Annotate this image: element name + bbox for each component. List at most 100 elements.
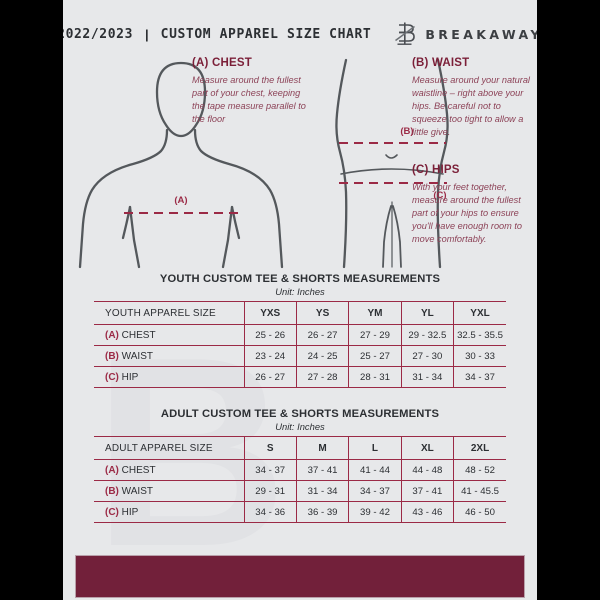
youth-hip-ys: 27 - 28 [295, 366, 349, 388]
row-name: HIP [121, 371, 139, 383]
row-letter: (C) [105, 506, 119, 518]
youth-size-yxs: YXS [243, 301, 297, 325]
youth-row-label-hip: (C) HIP [94, 366, 244, 388]
youth-size-yl: YL [400, 301, 454, 325]
adult-chest-m: 37 - 41 [295, 459, 349, 481]
adult-waist-m: 31 - 34 [295, 480, 349, 502]
adult-table-unit: Unit: Inches [275, 421, 325, 432]
adult-chest-xl: 44 - 48 [400, 459, 454, 481]
callout-chest-heading: (A) CHEST [192, 57, 252, 69]
youth-waist-yxl: 30 - 33 [453, 345, 506, 367]
adult-chest-l: 41 - 44 [348, 459, 402, 481]
table-row: (B) WAIST 29 - 31 31 - 34 34 - 37 37 - 4… [94, 480, 506, 502]
measurement-illustrations: (A) (B) (C [63, 52, 537, 270]
hip-measure-label: (C) [433, 190, 446, 201]
adult-waist-s: 29 - 31 [243, 480, 297, 502]
callout-hips: (C) HIPS With your feet together, measur… [412, 164, 534, 246]
row-letter: (C) [105, 371, 119, 383]
row-name: CHEST [121, 329, 156, 341]
youth-size-yxl: YXL [453, 301, 506, 325]
youth-table-title: YOUTH CUSTOM TEE & SHORTS MEASUREMENTS [159, 273, 441, 285]
adult-size-l: L [348, 436, 402, 460]
breakaway-b-logo-icon [395, 22, 416, 45]
table-header-row: YOUTH APPAREL SIZE YXS YS YM YL YXL [94, 301, 506, 325]
chest-measure-label: (A) [174, 195, 187, 206]
youth-row-header-label: YOUTH APPAREL SIZE [94, 301, 244, 325]
row-name: CHEST [121, 464, 156, 476]
callout-waist-body: Measure around your natural waistline – … [412, 75, 530, 138]
row-letter: (A) [105, 329, 119, 341]
youth-waist-ym: 25 - 27 [348, 345, 402, 367]
youth-hip-ym: 28 - 31 [348, 366, 402, 388]
page-title: CUSTOM APPAREL SIZE CHART [160, 26, 372, 42]
youth-waist-yxs: 23 - 24 [243, 345, 297, 367]
callout-chest-body: Measure around the fullest part of your … [192, 75, 306, 125]
row-name: HIP [121, 506, 139, 518]
youth-waist-ys: 24 - 25 [295, 345, 349, 367]
youth-table-block: YOUTH CUSTOM TEE & SHORTS MEASUREMENTS U… [94, 273, 506, 388]
callout-waist-heading: (B) WAIST [412, 57, 470, 69]
adult-hip-xl: 43 - 46 [400, 501, 454, 523]
adult-table-title: ADULT CUSTOM TEE & SHORTS MEASUREMENTS [160, 408, 440, 420]
footer-bar [75, 555, 525, 598]
row-letter: (B) [105, 350, 119, 362]
youth-table-unit: Unit: Inches [275, 286, 325, 297]
row-letter: (A) [105, 464, 119, 476]
adult-waist-l: 34 - 37 [348, 480, 402, 502]
table-row: (C) HIP 26 - 27 27 - 28 28 - 31 31 - 34 … [94, 366, 506, 388]
adult-size-xl: XL [400, 436, 454, 460]
body-diagram-svg: (A) (B) (C [78, 58, 449, 269]
adult-waist-2xl: 41 - 45.5 [453, 480, 506, 502]
table-row: (C) HIP 34 - 36 36 - 39 39 - 42 43 - 46 … [94, 501, 506, 523]
adult-hip-l: 39 - 42 [348, 501, 402, 523]
adult-row-label-chest: (A) CHEST [94, 459, 244, 481]
season-label: 2022/2023 [63, 26, 133, 42]
adult-row-label-waist: (B) WAIST [94, 480, 244, 502]
youth-chest-yxs: 25 - 26 [243, 324, 297, 346]
youth-hip-yl: 31 - 34 [400, 366, 454, 388]
document-header: 2022/2023 | CUSTOM APPAREL SIZE CHART BR… [63, 14, 537, 54]
adult-size-table: ADULT APPAREL SIZE S M L XL 2XL (A) CHES… [94, 436, 506, 523]
callout-waist: (B) WAIST Measure around your natural wa… [412, 57, 532, 139]
brand-name: BREAKAWAY [425, 26, 537, 42]
youth-size-ym: YM [348, 301, 402, 325]
youth-row-label-waist: (B) WAIST [94, 345, 244, 367]
lower-body-outline [335, 58, 449, 269]
adult-size-2xl: 2XL [453, 436, 506, 460]
adult-table-block: ADULT CUSTOM TEE & SHORTS MEASUREMENTS U… [94, 408, 506, 523]
adult-hip-m: 36 - 39 [295, 501, 349, 523]
waist-measure-label: (B) [400, 126, 413, 137]
adult-row-header-label: ADULT APPAREL SIZE [94, 436, 244, 460]
adult-waist-xl: 37 - 41 [400, 480, 454, 502]
youth-hip-yxs: 26 - 27 [243, 366, 297, 388]
youth-chest-ys: 26 - 27 [295, 324, 349, 346]
youth-row-label-chest: (A) CHEST [94, 324, 244, 346]
adult-chest-s: 34 - 37 [243, 459, 297, 481]
table-header-row: ADULT APPAREL SIZE S M L XL 2XL [94, 436, 506, 460]
youth-size-ys: YS [295, 301, 349, 325]
table-row: (B) WAIST 23 - 24 24 - 25 25 - 27 27 - 3… [94, 345, 506, 367]
adult-row-label-hip: (C) HIP [94, 501, 244, 523]
callout-hips-heading: (C) HIPS [412, 164, 460, 176]
youth-chest-yxl: 32.5 - 35.5 [453, 324, 506, 346]
adult-hip-s: 34 - 36 [243, 501, 297, 523]
table-row: (A) CHEST 34 - 37 37 - 41 41 - 44 44 - 4… [94, 459, 506, 481]
row-name: WAIST [121, 485, 153, 497]
header-separator: | [145, 26, 149, 42]
youth-size-table: YOUTH APPAREL SIZE YXS YS YM YL YXL (A) … [94, 301, 506, 388]
adult-size-m: M [295, 436, 349, 460]
brand-lockup: BREAKAWAY [393, 20, 537, 48]
callout-chest: (A) CHEST Measure around the fullest par… [192, 57, 310, 126]
table-row: (A) CHEST 25 - 26 26 - 27 27 - 29 29 - 3… [94, 324, 506, 346]
adult-chest-2xl: 48 - 52 [453, 459, 506, 481]
row-letter: (B) [105, 485, 119, 497]
youth-hip-yxl: 34 - 37 [453, 366, 506, 388]
row-name: WAIST [121, 350, 153, 362]
youth-chest-yl: 29 - 32.5 [400, 324, 454, 346]
callout-hips-body: With your feet together, measure around … [412, 182, 523, 245]
adult-hip-2xl: 46 - 50 [453, 501, 506, 523]
adult-size-s: S [243, 436, 297, 460]
upper-body-outline [78, 61, 284, 269]
size-chart-page: B 2022/2023 | CUSTOM APPAREL SIZE CHART … [63, 0, 537, 600]
